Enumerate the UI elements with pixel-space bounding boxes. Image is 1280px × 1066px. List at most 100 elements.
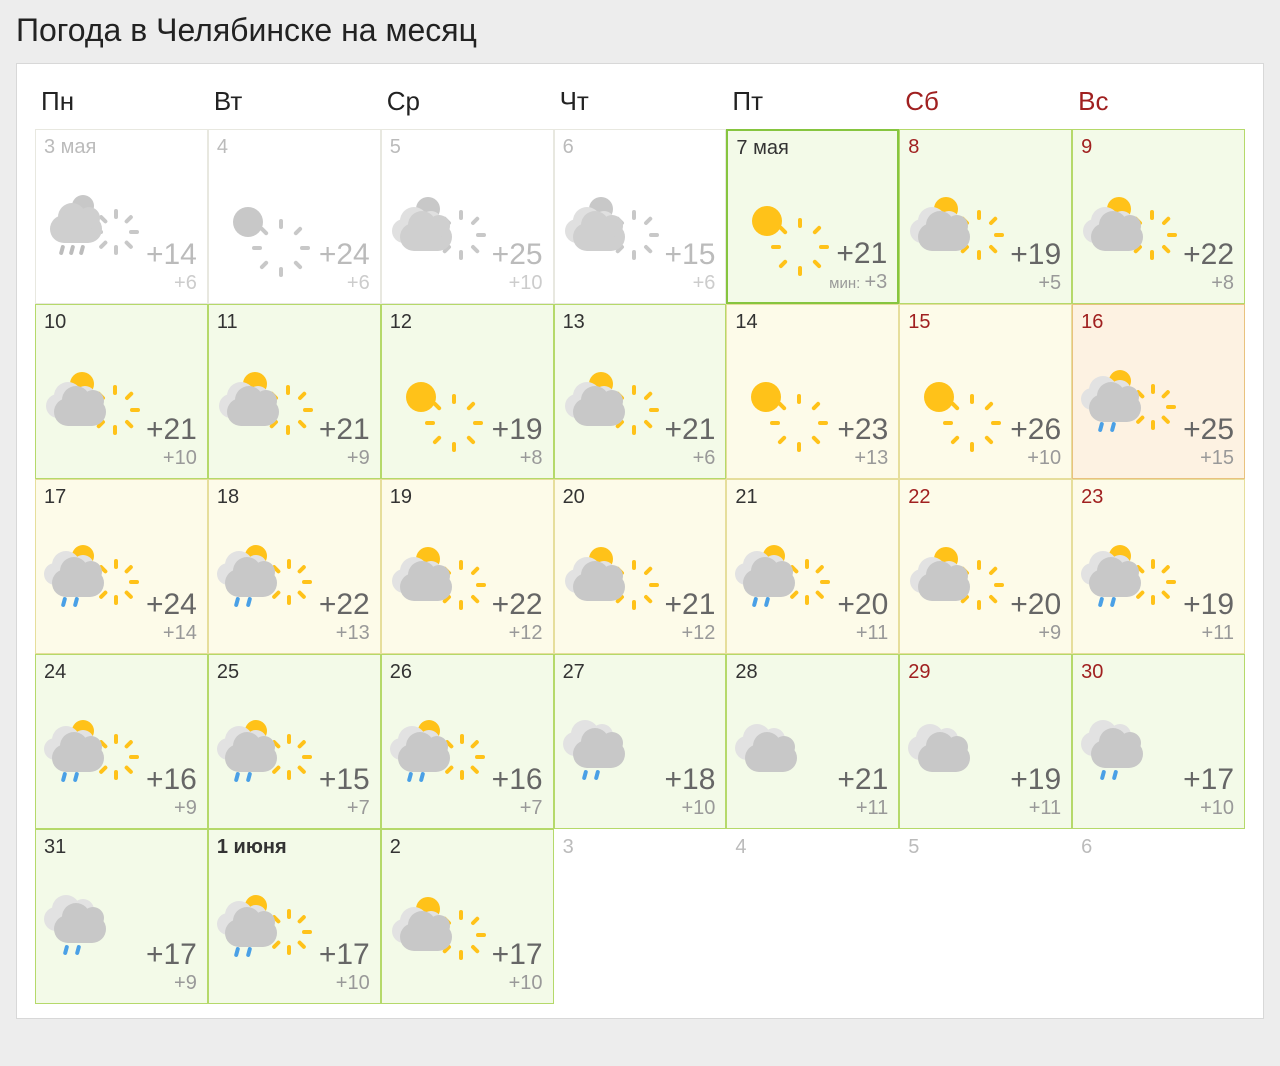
cloudy-sun-rain-icon — [1079, 368, 1149, 430]
temps: +21мин: +3 — [829, 239, 887, 294]
weather-icon-wrap — [215, 368, 285, 430]
day-cell[interactable]: 27 +18+10 — [554, 654, 727, 829]
temp-high: +15 — [319, 765, 370, 795]
day-cell[interactable]: 8+19+5 — [899, 129, 1072, 304]
day-cell[interactable]: 24+16+9 — [35, 654, 208, 829]
weather-icon-wrap — [42, 368, 112, 430]
temp-low-value: +7 — [347, 797, 370, 819]
day-cell[interactable]: 26+16+7 — [381, 654, 554, 829]
cloudy-sun-rain-icon — [42, 718, 112, 780]
weather-icon-wrap — [215, 543, 285, 605]
partly-cloudy-icon — [906, 543, 976, 605]
temps: +25+10 — [492, 240, 543, 295]
day-cell[interactable]: 13+21+6 — [554, 304, 727, 479]
temp-low: +12 — [492, 622, 543, 645]
temps: +19+11 — [1010, 765, 1061, 820]
temps: +21+11 — [837, 765, 888, 820]
day-cell[interactable]: 17+24+14 — [35, 479, 208, 654]
day-date: 5 — [390, 136, 545, 159]
temp-low-value: +11 — [1029, 797, 1061, 819]
day-cell[interactable]: 28+21+11 — [726, 654, 899, 829]
temp-high: +17 — [492, 940, 543, 970]
temp-low: +6 — [665, 272, 716, 295]
temp-low: +9 — [319, 447, 370, 470]
weather-icon-wrap — [733, 368, 803, 430]
temp-low-value: +6 — [174, 272, 197, 294]
day-cell[interactable]: 23 +19+11 — [1072, 479, 1245, 654]
partly-cloudy-icon — [388, 893, 458, 955]
temp-low-value: +10 — [336, 972, 370, 994]
temp-low: +9 — [146, 797, 197, 820]
temp-low: +9 — [146, 972, 197, 995]
cloudy-sun-rain-icon — [388, 718, 458, 780]
day-date: 21 — [735, 486, 890, 509]
sun-icon — [734, 192, 804, 254]
day-date: 14 — [735, 311, 890, 334]
temp-low: +15 — [1183, 447, 1234, 470]
day-cell[interactable]: 2+17+10 — [381, 829, 554, 1004]
temp-low-value: +10 — [1200, 797, 1234, 819]
day-cell[interactable]: 20+21+12 — [554, 479, 727, 654]
day-cell[interactable]: 22+20+9 — [899, 479, 1072, 654]
day-date: 24 — [44, 661, 199, 684]
day-cell[interactable]: 25+15+7 — [208, 654, 381, 829]
weather-icon-wrap — [388, 368, 458, 430]
partly-cloudy-icon — [561, 543, 631, 605]
day-cell[interactable]: 18+22+13 — [208, 479, 381, 654]
weather-icon-wrap — [561, 543, 631, 605]
weather-icon-wrap — [1079, 718, 1149, 780]
day-cell[interactable]: 15+26+10 — [899, 304, 1072, 479]
temp-low: +13 — [837, 447, 888, 470]
temp-low: +10 — [146, 447, 197, 470]
day-date: 1 июня — [217, 836, 372, 859]
day-cell[interactable]: 7 мая+21мин: +3 — [726, 129, 899, 304]
day-cell[interactable]: 10+21+10 — [35, 304, 208, 479]
day-cell: 5 — [899, 829, 1072, 1004]
weather-icon-wrap — [906, 543, 976, 605]
temp-high: +22 — [1183, 240, 1234, 270]
day-date: 5 — [908, 836, 1063, 859]
day-date: 6 — [563, 136, 718, 159]
partly-cloudy-icon — [906, 193, 976, 255]
weather-icon-wrap — [1079, 193, 1149, 255]
day-cell[interactable]: 1 июня+17+10 — [208, 829, 381, 1004]
temp-low: +5 — [1010, 272, 1061, 295]
temp-low-value: +10 — [163, 447, 197, 469]
temps: +23+13 — [837, 415, 888, 470]
temp-low: +6 — [146, 272, 197, 295]
day-cell[interactable]: 21+20+11 — [726, 479, 899, 654]
day-cell[interactable]: 30+17+10 — [1072, 654, 1245, 829]
day-date: 4 — [217, 136, 372, 159]
weather-icon-wrap — [1079, 368, 1149, 430]
temp-low-value: +3 — [864, 271, 887, 293]
day-date: 23 — [1081, 486, 1236, 509]
day-cell[interactable]: 11+21+9 — [208, 304, 381, 479]
day-cell[interactable]: 31+17+9 — [35, 829, 208, 1004]
weather-icon-wrap — [42, 893, 112, 955]
temp-high: +21 — [837, 765, 888, 795]
partly-cloudy-icon — [215, 368, 285, 430]
day-cell[interactable]: 19+22+12 — [381, 479, 554, 654]
temps: +21+10 — [146, 415, 197, 470]
temps: +18+10 — [665, 765, 716, 820]
min-label: мин: — [829, 275, 864, 292]
weather-icon-wrap — [906, 193, 976, 255]
temp-high: +19 — [492, 415, 543, 445]
temps: +24+14 — [146, 590, 197, 645]
weather-icon-wrap — [388, 893, 458, 955]
weekday-label: Ср — [381, 82, 554, 129]
day-cell[interactable]: 9+22+8 — [1072, 129, 1245, 304]
day-cell[interactable]: 16+25+15 — [1072, 304, 1245, 479]
day-date: 27 — [563, 661, 718, 684]
temp-low: +6 — [319, 272, 370, 295]
temp-low: +10 — [665, 797, 716, 820]
temp-high: +22 — [492, 590, 543, 620]
temps: +24+6 — [319, 240, 370, 295]
day-cell: 6 — [1072, 829, 1245, 1004]
temps: +19+11 — [1183, 590, 1234, 645]
day-cell[interactable]: 14 +23+13 — [726, 304, 899, 479]
weather-icon-wrap — [215, 893, 285, 955]
day-cell[interactable]: 12+19+8 — [381, 304, 554, 479]
temp-low: +12 — [665, 622, 716, 645]
day-cell[interactable]: 29+19+11 — [899, 654, 1072, 829]
